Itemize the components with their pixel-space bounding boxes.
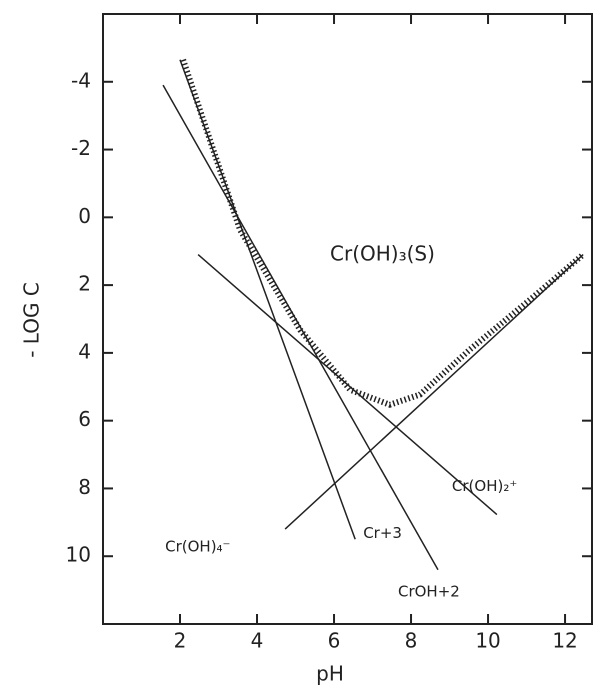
- y-axis-label: - LOG C: [20, 282, 44, 358]
- y-tick-label: 6: [78, 407, 91, 431]
- y-tick-label: -4: [71, 68, 91, 92]
- x-tick-label: 10: [475, 629, 500, 653]
- y-tick-label: 4: [78, 339, 91, 363]
- x-tick-label: 6: [328, 629, 341, 653]
- y-tick-label: 10: [66, 543, 91, 567]
- chart: - LOG C pH Cr(OH)₃(S) 2 4 6 8 10 12 -4 -2 0 2 4 6 8 1…: [0, 0, 604, 689]
- series-label: Cr(OH)₂⁺: [452, 477, 517, 495]
- x-tick-label: 2: [174, 629, 187, 653]
- x-axis-label: pH: [316, 662, 344, 686]
- y-tick-label: 8: [78, 475, 91, 499]
- species-line: [163, 85, 438, 570]
- series-label: Cr(OH)₄⁻: [165, 538, 230, 556]
- x-tick-label: 12: [552, 629, 577, 653]
- species-line: [285, 255, 583, 529]
- species-line: [180, 60, 355, 540]
- x-tick-label: 4: [251, 629, 264, 653]
- plot-frame: [103, 14, 592, 624]
- annotation: Cr(OH)₃(S): [330, 242, 435, 266]
- y-tick-label: 0: [78, 204, 91, 228]
- y-tick-label: -2: [71, 136, 91, 160]
- y-tick-label: 2: [78, 272, 91, 296]
- series-label: CrOH+2: [398, 582, 460, 600]
- x-tick-label: 8: [405, 629, 418, 653]
- series-label: Cr+3: [363, 524, 402, 542]
